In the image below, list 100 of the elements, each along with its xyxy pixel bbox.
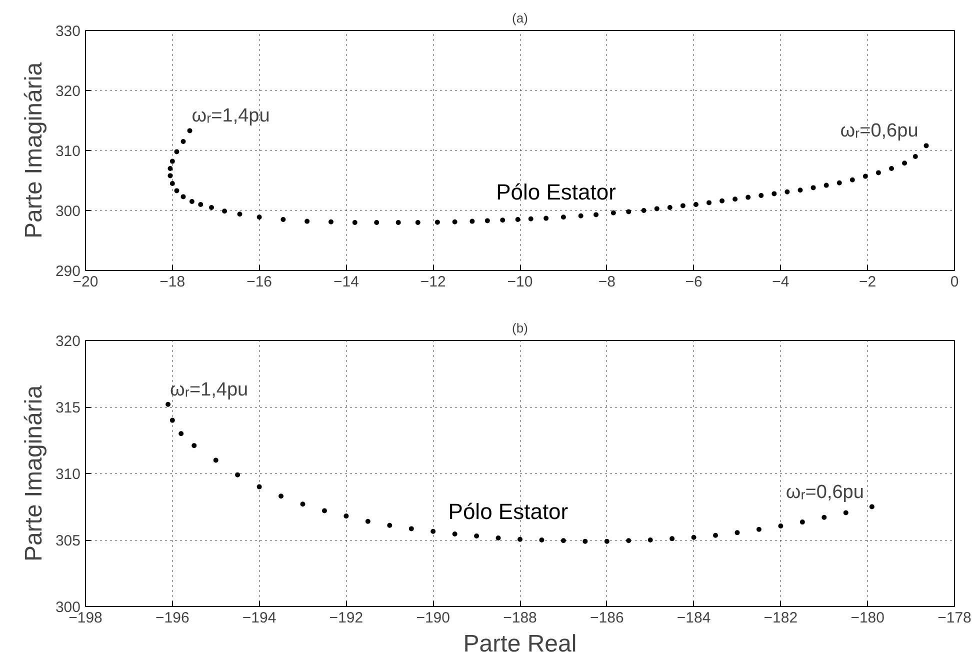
y-tick-label: 305 [55, 532, 81, 550]
point [798, 188, 803, 193]
x-tick-label: −14 [333, 274, 359, 290]
point [209, 205, 214, 210]
point [862, 174, 868, 179]
y-tick-label: 320 [55, 83, 81, 100]
series-label: Pólo Estator [448, 499, 568, 524]
point [843, 510, 848, 516]
y-axis-title: Parte Imaginária [20, 62, 48, 239]
point [352, 220, 358, 225]
annotation: ωᵣ=1,4pu [192, 106, 270, 127]
point [732, 196, 738, 202]
x-tick-label: −194 [242, 610, 276, 626]
x-tick-label: 0 [950, 274, 959, 290]
point [626, 538, 632, 544]
x-axis-title: Parte Real [463, 630, 577, 658]
point [168, 173, 173, 178]
x-tick-label: −184 [676, 610, 711, 626]
point [213, 458, 218, 463]
point [365, 518, 370, 524]
point [594, 212, 599, 218]
point [824, 182, 829, 188]
point [189, 199, 194, 204]
point [518, 536, 522, 542]
point [430, 528, 436, 534]
x-tick-label: −18 [160, 274, 186, 290]
point [496, 536, 501, 540]
point [693, 202, 698, 207]
chart-title: (a) [512, 10, 528, 26]
annotation: ωᵣ=1,4pu [170, 379, 248, 400]
point [667, 205, 672, 210]
point [387, 522, 392, 528]
x-tick-label: −8 [598, 274, 616, 290]
point [278, 494, 284, 499]
point [691, 534, 696, 540]
point [876, 170, 881, 176]
point [300, 502, 306, 507]
x-tick-label: −6 [685, 274, 702, 290]
y-axis-title: Parte Imaginária [20, 384, 48, 562]
point [408, 526, 414, 532]
point [178, 431, 184, 436]
y-tick-label: 315 [55, 400, 81, 416]
x-tick-label: −10 [507, 274, 533, 290]
point [470, 218, 475, 224]
x-tick-label: −196 [156, 610, 190, 626]
y-tick-label: 330 [55, 23, 81, 40]
point [869, 504, 874, 510]
point [174, 188, 180, 194]
x-tick-label: −12 [420, 274, 446, 290]
point [578, 213, 584, 218]
point [772, 191, 777, 196]
point [192, 443, 197, 448]
point [187, 128, 192, 134]
point [235, 472, 240, 478]
point [902, 160, 908, 166]
point [256, 484, 262, 490]
point [850, 177, 855, 182]
x-tick-label: −16 [246, 274, 272, 290]
point [222, 208, 228, 214]
point [452, 219, 458, 224]
point [822, 514, 827, 520]
point [174, 149, 180, 154]
point [374, 220, 380, 225]
point [670, 536, 675, 542]
point [180, 139, 186, 144]
y-tick-label: 310 [55, 466, 81, 483]
point [836, 180, 842, 186]
point [474, 534, 480, 539]
point [720, 198, 725, 204]
x-tick-label: −188 [503, 610, 537, 626]
point [452, 532, 458, 537]
x-tick-label: −182 [764, 610, 798, 626]
point [168, 166, 173, 171]
point [648, 538, 653, 542]
y-tick-label: 300 [55, 203, 81, 220]
point [170, 181, 175, 186]
point [322, 508, 327, 514]
point [626, 209, 632, 214]
point [539, 538, 544, 542]
x-tick-label: −180 [850, 610, 885, 626]
point [280, 217, 286, 222]
point [604, 538, 610, 544]
point [515, 217, 520, 222]
point [641, 208, 646, 213]
point [500, 218, 506, 223]
point [810, 185, 816, 190]
point [784, 189, 790, 194]
point [758, 193, 764, 198]
point [582, 538, 588, 544]
point [180, 194, 186, 200]
y-tick-label: 320 [55, 333, 81, 350]
point [396, 220, 401, 225]
annotation: ωᵣ=0,6pu [786, 482, 864, 503]
point [434, 220, 440, 225]
point [680, 203, 686, 208]
point [484, 218, 490, 224]
point [237, 212, 242, 217]
y-tick-label: 310 [55, 143, 81, 160]
point [756, 526, 762, 532]
y-tick-label: 290 [55, 263, 81, 280]
